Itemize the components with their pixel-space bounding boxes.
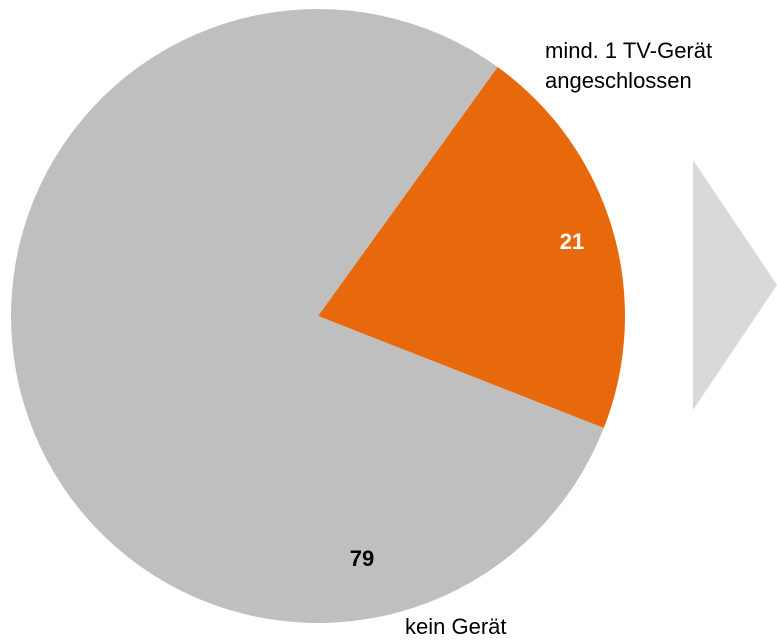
value-label: 79 — [350, 546, 374, 571]
category-label: kein Gerät — [405, 614, 507, 639]
pie-slice — [10, 8, 604, 623]
arrow-shape — [693, 160, 777, 410]
category-label: mind. 1 TV-Gerät angeschlossen — [545, 38, 713, 93]
value-label: 21 — [560, 229, 584, 254]
pie-slice — [318, 67, 625, 429]
